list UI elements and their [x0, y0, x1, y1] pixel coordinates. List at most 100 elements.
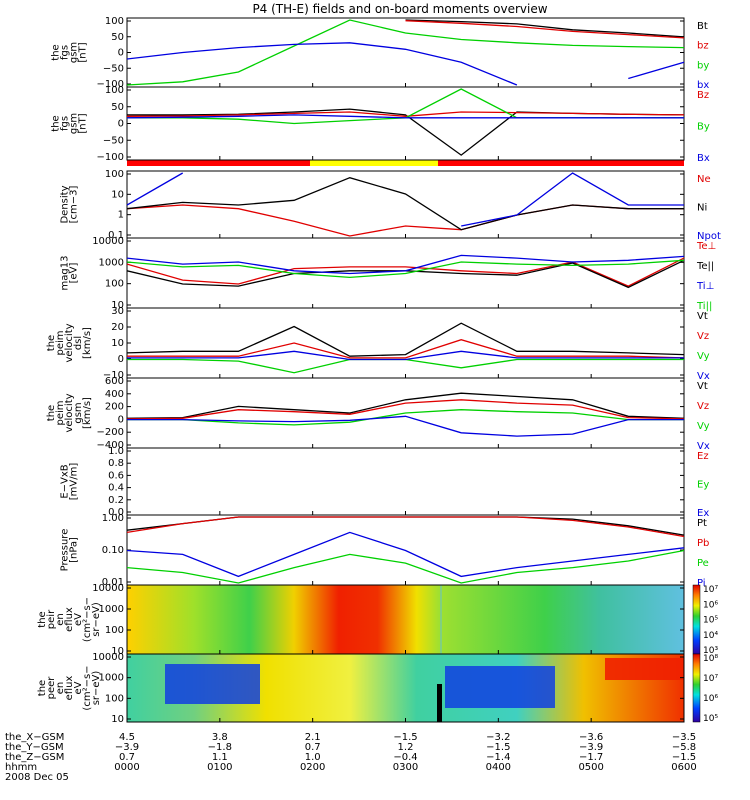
series-line-Pe [126, 549, 685, 584]
series-line-Ti⊥ [126, 254, 685, 275]
legend-entry: Ey [697, 480, 709, 491]
legend-entry: Bz [697, 90, 709, 101]
y-tick-label: 30 [111, 306, 124, 317]
y-tick-label: 600 [105, 376, 124, 387]
legend-entry: Ez [697, 451, 709, 462]
y-axis-label: peir [46, 609, 57, 629]
colorbar [692, 584, 701, 655]
legend-entry: Ti⊥ [696, 281, 714, 292]
legend-entry: Vx [697, 441, 710, 452]
legend-entry: bx [697, 80, 709, 91]
y-tick-label: −100 [97, 79, 124, 90]
panels-layer: 100500−50−100thefgsgsm[nT]Btbzbybx100500… [37, 16, 721, 725]
series-line-bz [405, 20, 685, 39]
y-axis-label: the [51, 44, 62, 60]
panel-frame [126, 447, 685, 516]
legend-entry: Vy [697, 351, 710, 362]
panel-frame [126, 307, 685, 379]
y-axis-label: Density [60, 185, 71, 223]
legend-entry: Ti|| [696, 301, 712, 312]
y-axis-label: Pressure [60, 529, 71, 572]
legend-entry: Npot [697, 231, 721, 242]
y-tick-label: −400 [97, 440, 124, 451]
y-tick-label: 0.1 [108, 230, 124, 241]
axis-value: −1.7 [579, 752, 603, 763]
series-line-Bx [126, 114, 684, 119]
axis-value: −1.4 [486, 752, 510, 763]
mode-bar [127, 160, 684, 166]
legend-entry: Vz [697, 331, 709, 342]
y-axis-label: velocity [64, 393, 75, 432]
y-tick-label: 1.0 [108, 446, 124, 457]
y-tick-label: 1.00 [102, 513, 124, 524]
axis-value: 1.0 [305, 752, 321, 763]
y-axis-label: velocity [64, 323, 75, 362]
series-line-Te⊥ [126, 257, 685, 287]
spectrogram-high-flux-region [605, 658, 684, 680]
axis-value: 0200 [300, 762, 325, 773]
y-tick-label: 0.2 [108, 495, 124, 506]
y-axis-label: [nPa] [69, 537, 80, 563]
series-line-Vx [127, 350, 684, 361]
y-axis-label: [cm−3] [69, 186, 80, 224]
legend-entry: Vt [697, 311, 708, 322]
panel-pressure: 1.00 0.10 0.01 Pressure[nPa] Pt Pb Pe Pi [60, 513, 710, 589]
axis-value: 0.7 [305, 742, 321, 753]
y-tick-label: 100 [105, 693, 124, 704]
colorbar-tick-label: 10⁴ [703, 631, 718, 641]
panel-spec_e: 10⁸ 10⁷ 10⁶ 10⁵ 10000 1000 100 10 thepeereneflux… [37, 652, 718, 725]
y-tick-label: 400 [105, 389, 124, 400]
y-tick-label: 0 [118, 354, 124, 365]
legend-entry: By [697, 122, 710, 133]
y-axis-label: peim [55, 330, 66, 355]
legend-entry: Vy [697, 421, 710, 432]
legend-entry: Vt [697, 381, 708, 392]
y-tick-label: 10 [111, 714, 124, 725]
colorbar-tick-label: 10⁶ [703, 694, 718, 704]
series-line-Vt [126, 392, 685, 419]
y-tick-label: 1000 [99, 604, 124, 615]
legend-entry: Ni [697, 203, 707, 214]
series-line-Vz [127, 339, 685, 359]
y-axis-label: [eV] [69, 263, 80, 284]
spectrogram-image [127, 585, 684, 654]
axis-value: 0100 [207, 762, 232, 773]
y-axis-label: en [55, 682, 66, 695]
y-tick-label: 10 [111, 338, 124, 349]
spectrogram-low-flux-region [165, 664, 260, 704]
y-axis-label: gsm [69, 113, 80, 134]
y-axis-label: eflux [64, 607, 75, 632]
y-tick-label: 10000 [92, 652, 124, 663]
y-axis-label: [km/s] [82, 327, 93, 359]
date-label: 2008 Dec 05 [5, 772, 69, 783]
y-tick-label: 100 [105, 169, 124, 180]
axis-row-label: the_Z−GSM [5, 752, 64, 763]
y-axis-label: the [46, 405, 57, 421]
series-line-Bz [126, 111, 685, 117]
colorbar [692, 653, 701, 723]
legend-entry: Vx [697, 371, 710, 382]
series-line-Vy [127, 409, 684, 426]
y-axis-label: [mV/m] [69, 463, 80, 501]
y-axis-label: gsm [69, 42, 80, 63]
legend-entry: Bx [697, 153, 710, 164]
y-tick-label: 200 [105, 402, 124, 413]
legend-entry: Te|| [696, 261, 714, 272]
bottom-axis-block: the_X−GSM the_Y−GSM the_Z−GSM hhmm 2008 … [5, 732, 697, 783]
y-tick-label: 10000 [92, 236, 124, 247]
series-line-Bt [405, 19, 685, 38]
axis-value: −3.6 [579, 732, 603, 743]
y-axis-label: gsm [73, 402, 84, 423]
y-tick-label: −100 [97, 152, 124, 163]
panel-frame [126, 170, 685, 239]
y-tick-label: −50 [103, 135, 124, 146]
axis-value: −3.9 [579, 742, 603, 753]
y-tick-label: 1000 [99, 673, 124, 684]
y-tick-label: 20 [111, 322, 124, 333]
y-axis-label: eV [73, 681, 84, 694]
axis-value: −0.4 [393, 752, 417, 763]
